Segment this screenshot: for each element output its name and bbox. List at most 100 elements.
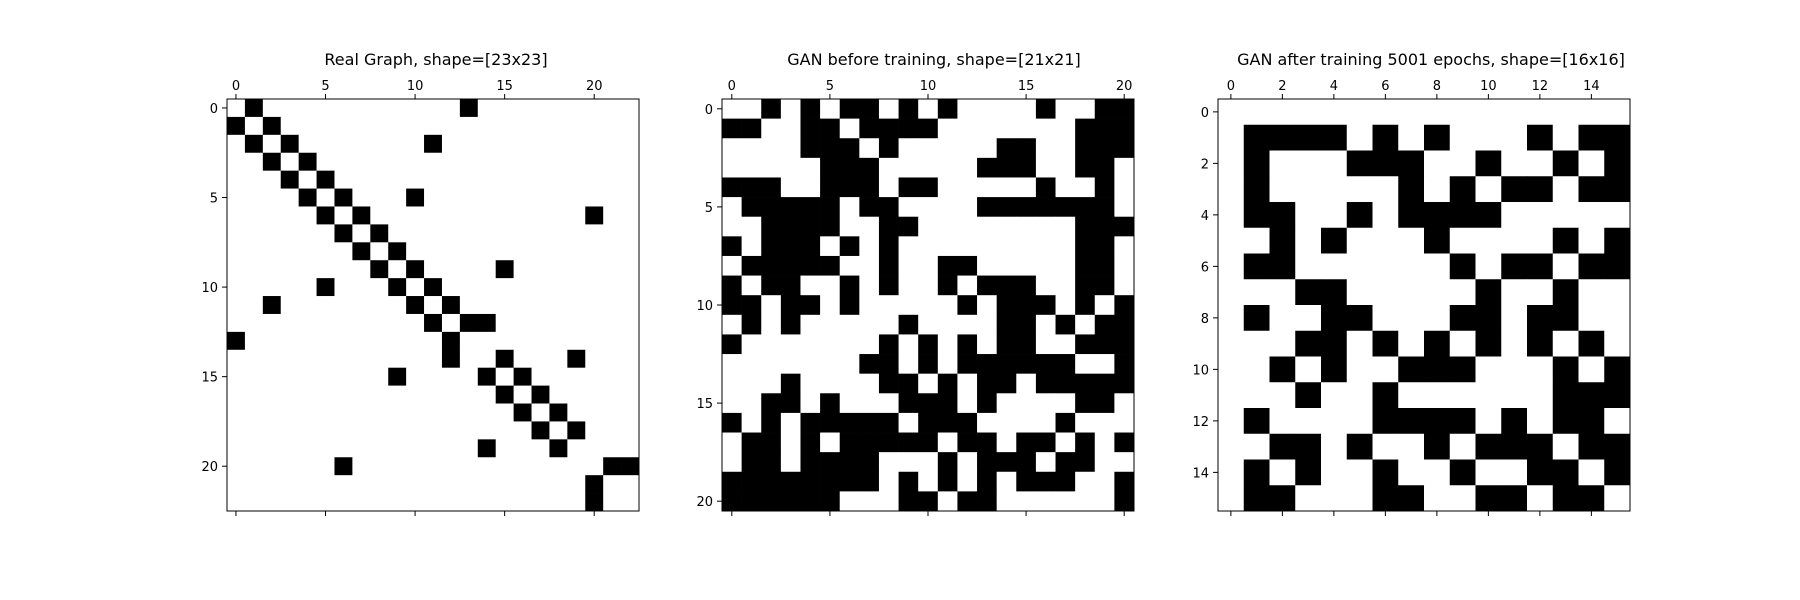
matrix-cell bbox=[1321, 227, 1348, 254]
matrix-cell bbox=[937, 197, 958, 218]
matrix-cell bbox=[316, 493, 335, 512]
matrix-cell bbox=[441, 116, 461, 136]
matrix-cell bbox=[1424, 382, 1451, 409]
x-tick-label: 15 bbox=[496, 79, 513, 94]
matrix-cell bbox=[567, 188, 586, 207]
y-tick-label: 0 bbox=[210, 102, 218, 117]
matrix-cell bbox=[761, 118, 782, 139]
matrix-cell bbox=[424, 242, 443, 261]
matrix-cell bbox=[495, 206, 514, 225]
matrix-cell bbox=[244, 439, 264, 458]
matrix-cell bbox=[839, 432, 860, 453]
matrix-cell bbox=[370, 313, 389, 333]
matrix-cell bbox=[459, 188, 479, 207]
matrix-cell bbox=[1449, 382, 1476, 409]
matrix-cell bbox=[1016, 491, 1037, 512]
matrix-cell bbox=[1218, 150, 1245, 177]
matrix-cell bbox=[495, 367, 514, 386]
matrix-cell bbox=[1016, 216, 1037, 237]
matrix-cell bbox=[495, 403, 514, 422]
matrix-cell bbox=[621, 116, 640, 136]
matrix-cell bbox=[1075, 412, 1096, 433]
matrix-cell bbox=[898, 295, 919, 316]
matrix-cell bbox=[722, 138, 742, 159]
matrix-cell bbox=[977, 334, 998, 355]
matrix-cell bbox=[1552, 330, 1579, 357]
matrix-cell bbox=[513, 439, 532, 458]
matrix-cell bbox=[585, 224, 604, 243]
matrix-cell bbox=[603, 349, 622, 369]
matrix-cell bbox=[227, 99, 246, 118]
matrix-cell bbox=[585, 439, 604, 458]
matrix-cell bbox=[495, 475, 514, 494]
matrix-cell bbox=[621, 134, 640, 154]
matrix-cell bbox=[1016, 118, 1037, 139]
matrix-cell bbox=[918, 393, 939, 414]
matrix-cell bbox=[780, 216, 801, 237]
matrix-cell bbox=[1372, 99, 1399, 126]
matrix-cell bbox=[441, 331, 461, 351]
matrix-cell bbox=[585, 152, 604, 172]
matrix-cell bbox=[495, 278, 514, 297]
matrix-cell bbox=[316, 331, 335, 351]
matrix-cell bbox=[441, 493, 461, 512]
matrix-cell bbox=[839, 491, 860, 512]
matrix-cell bbox=[1055, 393, 1076, 414]
matrix-cell bbox=[424, 170, 443, 189]
matrix-cell bbox=[1552, 408, 1579, 435]
matrix-cell bbox=[1372, 227, 1399, 254]
matrix-cell bbox=[1604, 279, 1631, 306]
matrix-cell bbox=[800, 236, 821, 257]
matrix-cell bbox=[1578, 330, 1605, 357]
matrix-cell bbox=[1372, 150, 1399, 177]
matrix-cell bbox=[352, 493, 371, 512]
matrix-cell bbox=[621, 313, 640, 333]
matrix-cell bbox=[937, 471, 958, 492]
matrix-cell bbox=[898, 157, 919, 178]
axes-frame bbox=[226, 98, 640, 512]
matrix-cell bbox=[406, 296, 425, 315]
matrix-cell bbox=[761, 216, 782, 237]
matrix-cell bbox=[820, 412, 841, 433]
matrix-cell bbox=[406, 493, 425, 512]
matrix-cell bbox=[1578, 202, 1605, 229]
matrix-cell bbox=[1055, 255, 1076, 276]
matrix-cell bbox=[298, 260, 317, 279]
matrix-cell bbox=[244, 331, 264, 351]
matrix-cell bbox=[603, 170, 622, 189]
matrix-cell bbox=[761, 314, 782, 335]
matrix-cell bbox=[298, 313, 317, 333]
matrix-cell bbox=[495, 439, 514, 458]
matrix-cell bbox=[1114, 177, 1135, 198]
matrix-cell bbox=[1475, 356, 1502, 383]
matrix-cell bbox=[316, 188, 335, 207]
matrix-cell bbox=[1346, 150, 1373, 177]
matrix-cell bbox=[621, 206, 640, 225]
matrix-cell bbox=[1604, 408, 1631, 435]
matrix-cell bbox=[1243, 99, 1270, 126]
matrix-cell bbox=[957, 452, 978, 473]
matrix-cell bbox=[406, 421, 425, 440]
matrix-cell bbox=[316, 313, 335, 333]
matrix-cell bbox=[370, 493, 389, 512]
matrix-cell bbox=[1346, 279, 1373, 306]
matrix-cell bbox=[741, 236, 762, 257]
matrix-cell bbox=[1094, 197, 1115, 218]
matrix-cell bbox=[1552, 124, 1579, 151]
matrix-cell bbox=[298, 224, 317, 243]
matrix-cell bbox=[859, 197, 880, 218]
matrix-cell bbox=[1501, 459, 1528, 486]
matrix-cell bbox=[996, 255, 1017, 276]
matrix-cell bbox=[1218, 330, 1245, 357]
matrix-cell bbox=[531, 206, 550, 225]
matrix-cell bbox=[513, 367, 532, 386]
matrix-cell bbox=[262, 385, 282, 404]
matrix-cell bbox=[621, 278, 640, 297]
matrix-cell bbox=[1269, 202, 1296, 229]
matrix-cell bbox=[244, 188, 264, 207]
matrix-cell bbox=[244, 313, 264, 333]
matrix-cell bbox=[1424, 227, 1451, 254]
matrix-cell bbox=[1295, 485, 1322, 512]
matrix-cell bbox=[1501, 124, 1528, 151]
matrix-cell bbox=[244, 242, 264, 261]
